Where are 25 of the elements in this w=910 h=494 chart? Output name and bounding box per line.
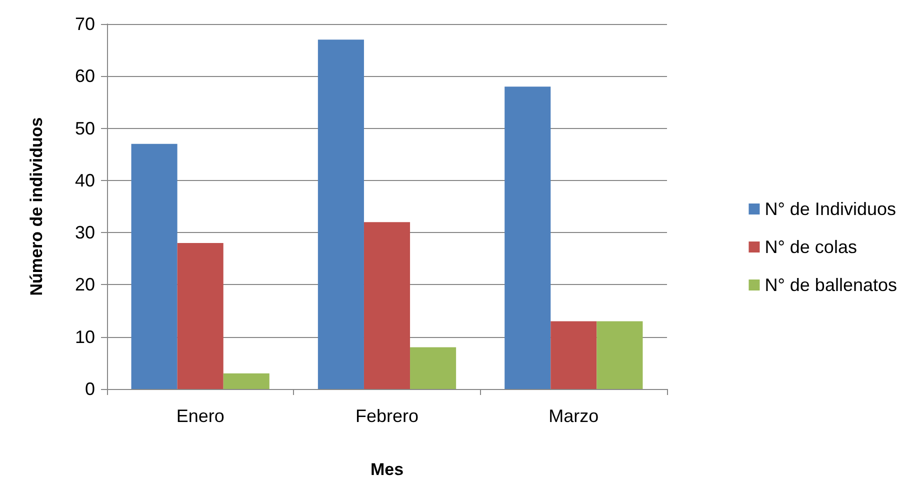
bar — [131, 144, 178, 389]
legend-label: N° de Individuos — [764, 199, 896, 219]
bar — [223, 373, 270, 389]
bar — [364, 222, 410, 389]
x-axis-title: Mes — [370, 460, 404, 479]
y-tick-label: 10 — [74, 326, 95, 347]
y-tick-label: 70 — [74, 14, 95, 34]
bar — [550, 321, 597, 389]
legend-label: N° de ballenatos — [764, 275, 898, 295]
bar — [504, 86, 551, 389]
bar — [318, 40, 364, 389]
y-axis-title: Número de individuos — [27, 117, 46, 296]
y-tick-label: 60 — [74, 66, 95, 86]
x-tick-label: Enero — [176, 406, 224, 426]
x-tick-label: Marzo — [548, 406, 599, 426]
bar — [177, 243, 224, 389]
y-tick-label: 50 — [74, 118, 95, 138]
y-tick-label: 0 — [84, 379, 95, 399]
legend-label: N° de colas — [764, 237, 857, 257]
x-tick-label: Febrero — [355, 406, 419, 426]
bar — [410, 347, 456, 389]
y-tick-label: 40 — [74, 170, 95, 190]
y-tick-label: 20 — [74, 274, 95, 295]
bar — [596, 321, 643, 389]
y-tick-label: 30 — [74, 222, 95, 243]
